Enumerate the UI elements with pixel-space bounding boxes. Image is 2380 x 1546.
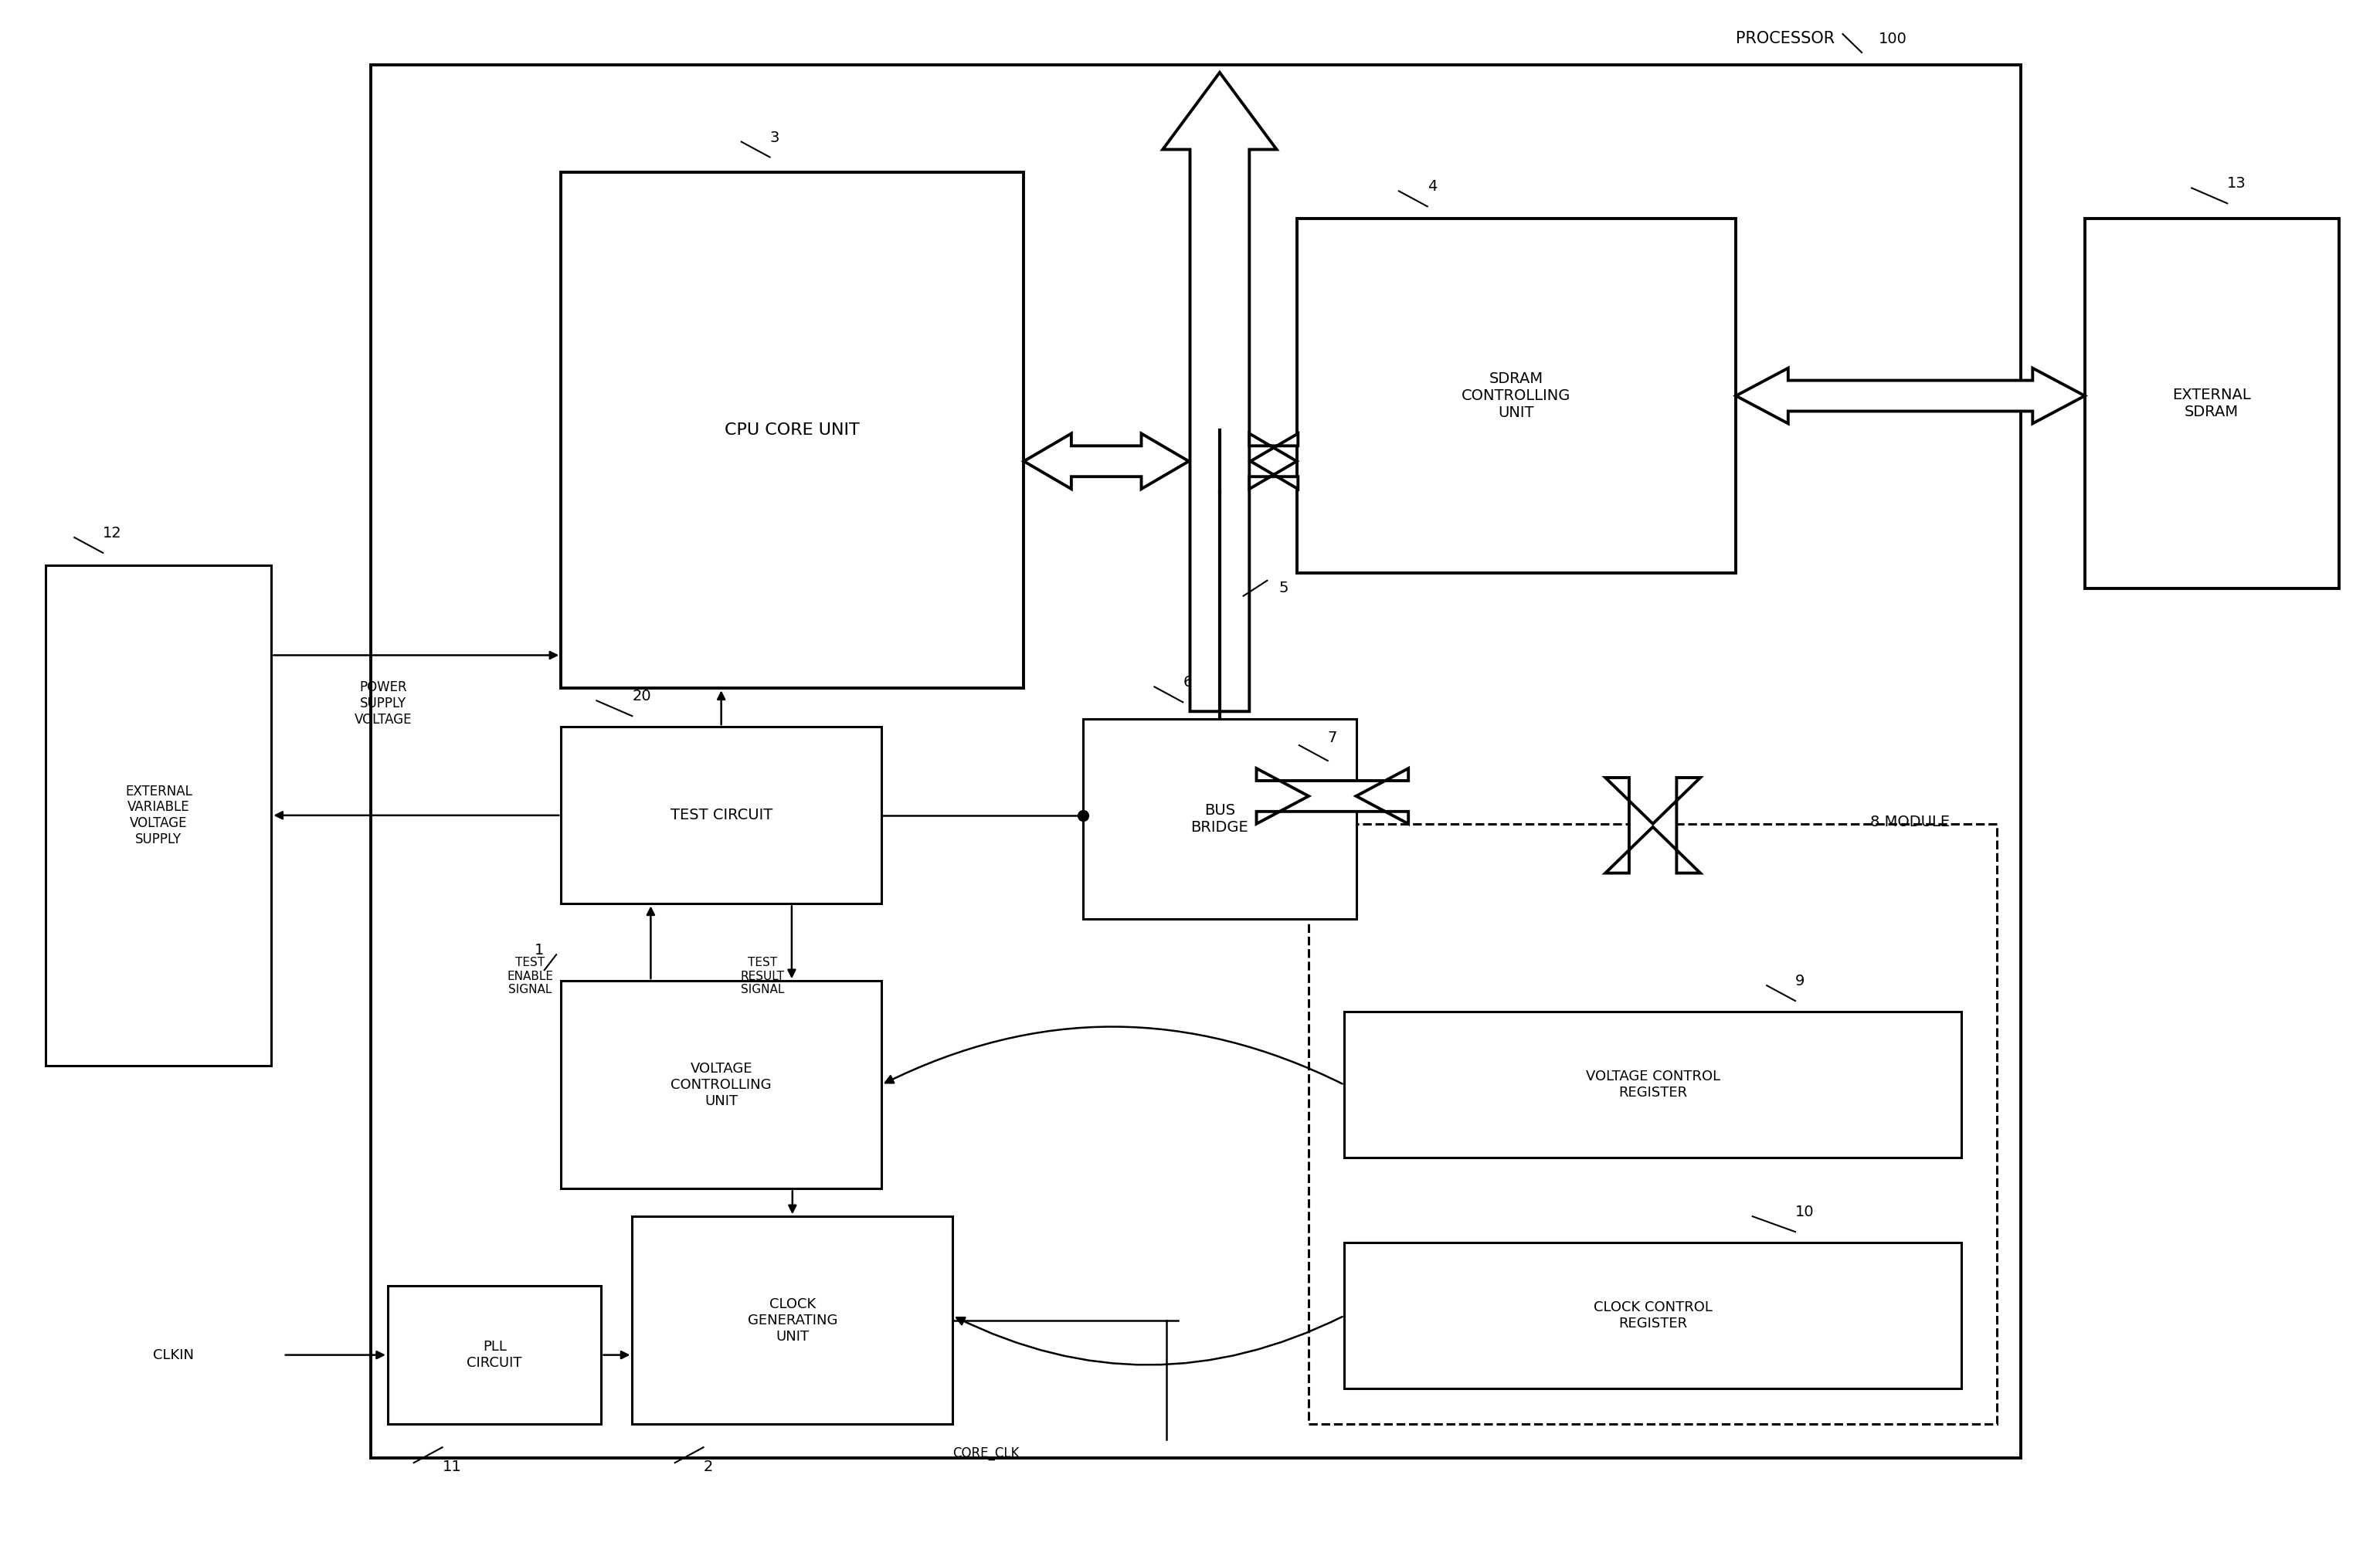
Bar: [388, 1286, 602, 1424]
Bar: [562, 980, 881, 1189]
Bar: [1309, 824, 1997, 1424]
Text: EXTERNAL
SDRAM: EXTERNAL SDRAM: [2173, 388, 2251, 419]
Bar: [2085, 218, 2340, 587]
Text: SDRAM
CONTROLLING
UNIT: SDRAM CONTROLLING UNIT: [1461, 371, 1571, 421]
Polygon shape: [1257, 768, 1409, 824]
Polygon shape: [1023, 433, 1190, 489]
Bar: [1345, 1243, 1961, 1388]
Text: PROCESSOR: PROCESSOR: [1735, 31, 1835, 46]
Bar: [562, 727, 881, 904]
Text: EXTERNAL
VARIABLE
VOLTAGE
SUPPLY: EXTERNAL VARIABLE VOLTAGE SUPPLY: [126, 784, 193, 846]
Polygon shape: [1250, 433, 1297, 489]
Polygon shape: [1164, 73, 1276, 711]
Bar: [633, 1217, 952, 1424]
Text: 12: 12: [102, 526, 121, 541]
Text: CPU CORE UNIT: CPU CORE UNIT: [726, 422, 859, 438]
Text: VOLTAGE CONTROL
REGISTER: VOLTAGE CONTROL REGISTER: [1585, 1070, 1721, 1099]
Text: 6: 6: [1183, 676, 1192, 690]
Text: 1: 1: [536, 943, 545, 959]
Bar: [371, 65, 2021, 1458]
Text: VOLTAGE
CONTROLLING
UNIT: VOLTAGE CONTROLLING UNIT: [671, 1062, 771, 1108]
Text: TEST CIRCUIT: TEST CIRCUIT: [671, 809, 771, 822]
Text: 10: 10: [1795, 1204, 1814, 1220]
Text: 100: 100: [1878, 31, 1906, 46]
Bar: [1083, 719, 1357, 920]
Bar: [45, 566, 271, 1065]
Text: 13: 13: [2228, 176, 2247, 192]
Text: PLL
CIRCUIT: PLL CIRCUIT: [466, 1340, 521, 1370]
Text: TEST
ENABLE
SIGNAL: TEST ENABLE SIGNAL: [507, 957, 552, 996]
Polygon shape: [1607, 778, 1699, 873]
Bar: [562, 173, 1023, 688]
Bar: [1297, 218, 1735, 574]
Text: TEST
RESULT
SIGNAL: TEST RESULT SIGNAL: [740, 957, 785, 996]
Text: CLKIN: CLKIN: [152, 1348, 193, 1362]
Text: 8 MODULE: 8 MODULE: [1871, 815, 1949, 829]
Text: 11: 11: [443, 1459, 462, 1475]
Polygon shape: [1735, 368, 2085, 424]
Text: CLOCK CONTROL
REGISTER: CLOCK CONTROL REGISTER: [1595, 1300, 1711, 1331]
Text: 3: 3: [769, 130, 778, 145]
Text: POWER
SUPPLY
VOLTAGE: POWER SUPPLY VOLTAGE: [355, 680, 412, 727]
Text: 7: 7: [1328, 731, 1338, 745]
Text: CORE_CLK: CORE_CLK: [952, 1447, 1019, 1461]
Text: CLOCK
GENERATING
UNIT: CLOCK GENERATING UNIT: [747, 1297, 838, 1343]
Text: 9: 9: [1795, 974, 1804, 988]
Text: 5: 5: [1278, 581, 1288, 595]
Text: BUS
BRIDGE: BUS BRIDGE: [1190, 804, 1250, 835]
Text: 2: 2: [704, 1459, 714, 1475]
Bar: [1345, 1011, 1961, 1158]
Text: 4: 4: [1428, 179, 1438, 195]
Text: 20: 20: [633, 690, 652, 703]
